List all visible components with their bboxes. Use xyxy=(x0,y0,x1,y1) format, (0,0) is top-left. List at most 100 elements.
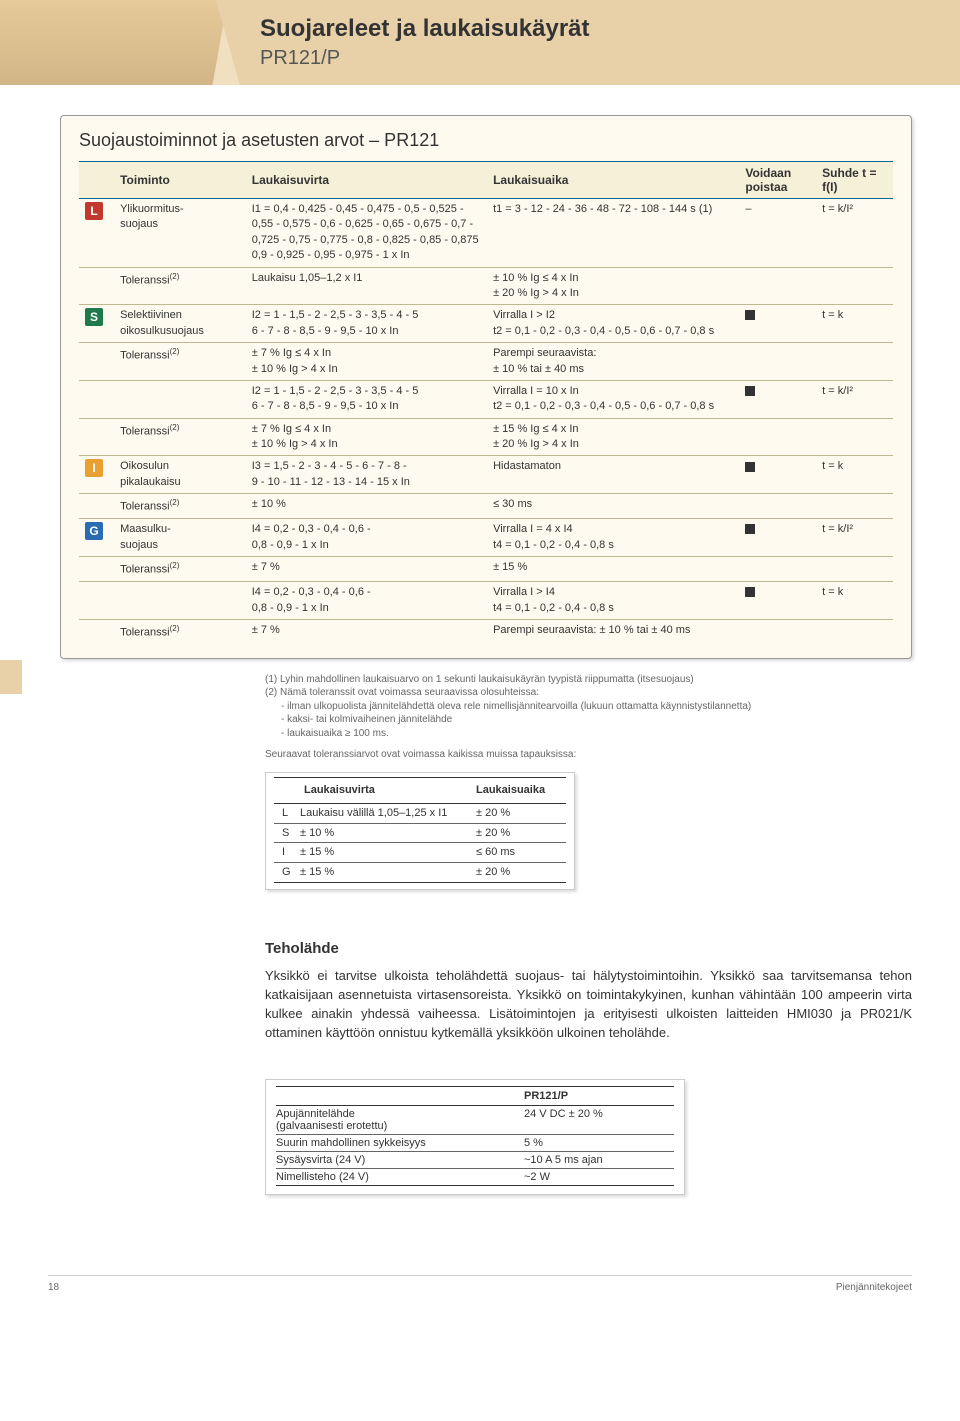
g2-tol-label: Toleranssi(2) xyxy=(114,619,246,644)
s2-suhde: t = k/I² xyxy=(816,380,893,418)
spec-header: PR121/P xyxy=(276,1086,674,1106)
tolerance-mini-table: Laukaisuvirta Laukaisuaika L Laukaisu vä… xyxy=(265,772,575,890)
i-function: Oikosulun pikalaukaisu xyxy=(114,456,246,494)
row-g1: G Maasulku- suojaus I4 = 0,2 - 0,3 - 0,4… xyxy=(79,519,893,557)
row-l-tol: Toleranssi(2) Laukaisu 1,05–1,2 x I1 ± 1… xyxy=(79,267,893,305)
table-header-row: Toiminto Laukaisuvirta Laukaisuaika Void… xyxy=(79,162,893,199)
power-supply-body: Yksikkö ei tarvitse ulkoista teholähdett… xyxy=(265,967,912,1042)
g2-tol-aika: Parempi seuraavista: ± 10 % tai ± 40 ms xyxy=(487,619,739,644)
page-footer: 18 Pienjännitekojeet xyxy=(48,1275,912,1293)
mini-v2: ± 20 % xyxy=(476,806,556,821)
spec-row: Suurin mahdollinen sykkeisyys 5 % xyxy=(276,1135,674,1152)
mini-header: Laukaisuvirta Laukaisuaika xyxy=(274,777,566,804)
g1-suhde: t = k/I² xyxy=(816,519,893,557)
mini-l: S xyxy=(282,826,300,841)
s1-tol-label: Toleranssi(2) xyxy=(114,343,246,381)
square-icon xyxy=(745,386,755,396)
i-tol-label: Toleranssi(2) xyxy=(114,494,246,519)
l-tol-virta: Laukaisu 1,05–1,2 x I1 xyxy=(246,267,487,305)
square-icon xyxy=(745,524,755,534)
note-2b: - kaksi- tai kolmivaiheinen jännitelähde xyxy=(265,713,912,727)
mini-v1: Laukaisu välillä 1,05–1,25 x I1 xyxy=(300,806,476,821)
spec-hdr-label: PR121/P xyxy=(524,1090,674,1102)
s1-function: Selektiivinen oikosulkusuojaus xyxy=(114,305,246,343)
col-laukaisuvirta: Laukaisuvirta xyxy=(246,162,487,199)
l-suhde: t = k/I² xyxy=(816,199,893,268)
s1-tol-aika: Parempi seuraavista: ± 10 % tai ± 40 ms xyxy=(487,343,739,381)
l-icon: L xyxy=(85,202,103,220)
mini-v2: ± 20 % xyxy=(476,826,556,841)
s2-tol-virta: ± 7 % Ig ≤ 4 x In ± 10 % Ig > 4 x In xyxy=(246,418,487,456)
g2-suhde: t = k xyxy=(816,582,893,620)
g2-virta: I4 = 0,2 - 0,3 - 0,4 - 0,6 - 0,8 - 0,9 -… xyxy=(246,582,487,620)
col-suhde: Suhde t = f(I) xyxy=(816,162,893,199)
square-icon xyxy=(745,587,755,597)
spec-l: Nimellisteho (24 V) xyxy=(276,1171,524,1183)
row-s2-tol: Toleranssi(2) ± 7 % Ig ≤ 4 x In ± 10 % I… xyxy=(79,418,893,456)
l-tol-label: Toleranssi(2) xyxy=(114,267,246,305)
row-g2: I4 = 0,2 - 0,3 - 0,4 - 0,6 - 0,8 - 0,9 -… xyxy=(79,582,893,620)
spec-l: Suurin mahdollinen sykkeisyys xyxy=(276,1137,524,1149)
g1-tol-label: Toleranssi(2) xyxy=(114,557,246,582)
row-s2: I2 = 1 - 1,5 - 2 - 2,5 - 3 - 3,5 - 4 - 5… xyxy=(79,380,893,418)
square-icon xyxy=(745,310,755,320)
g2-poistaa xyxy=(739,582,816,620)
mini-v2: ≤ 60 ms xyxy=(476,845,556,860)
footer-label: Pienjännitekojeet xyxy=(836,1282,912,1293)
row-s1: S Selektiivinen oikosulkusuojaus I2 = 1 … xyxy=(79,305,893,343)
spec-v: 24 V DC ± 20 % xyxy=(524,1108,674,1132)
row-g1-tol: Toleranssi(2) ± 7 % ± 15 % xyxy=(79,557,893,582)
note-2c: - laukaisuaika ≥ 100 ms. xyxy=(265,727,912,741)
protection-table: Toiminto Laukaisuvirta Laukaisuaika Void… xyxy=(79,161,893,644)
mini-v1: ± 15 % xyxy=(300,845,476,860)
mini-row: S ± 10 % ± 20 % xyxy=(274,824,566,844)
i-tol-virta: ± 10 % xyxy=(246,494,487,519)
mini-row: I ± 15 % ≤ 60 ms xyxy=(274,843,566,863)
page-number: 18 xyxy=(48,1282,59,1293)
header-accent-image xyxy=(0,0,240,85)
note-2a: - ilman ulkopuolista jännitelähdettä ole… xyxy=(265,700,912,714)
note-1: (1) Lyhin mahdollinen laukaisuarvo on 1 … xyxy=(265,673,912,687)
page-subtitle: PR121/P xyxy=(260,47,930,70)
s2-aika: Virralla I = 10 x In t2 = 0,1 - 0,2 - 0,… xyxy=(487,380,739,418)
i-tol-aika: ≤ 30 ms xyxy=(487,494,739,519)
g1-tol-virta: ± 7 % xyxy=(246,557,487,582)
spec-row: Sysäysvirta (24 V) ~10 A 5 ms ajan xyxy=(276,1152,674,1169)
spec-v: ~10 A 5 ms ajan xyxy=(524,1154,674,1166)
header-bar: Suojareleet ja laukaisukäyrät PR121/P xyxy=(0,0,960,85)
box-title: Suojaustoiminnot ja asetusten arvot – PR… xyxy=(79,130,893,151)
g2-aika: Virralla I > I4 t4 = 0,1 - 0,2 - 0,4 - 0… xyxy=(487,582,739,620)
col-voidaan-poistaa: Voidaan poistaa xyxy=(739,162,816,199)
i-poistaa xyxy=(739,456,816,494)
mini-row: G ± 15 % ± 20 % xyxy=(274,863,566,883)
mini-h1: Laukaisuvirta xyxy=(304,783,476,798)
col-toiminto: Toiminto xyxy=(114,162,246,199)
note-3: Seuraavat toleranssiarvot ovat voimassa … xyxy=(265,748,912,762)
spec-v: ~2 W xyxy=(524,1171,674,1183)
mini-v1: ± 10 % xyxy=(300,826,476,841)
row-l: L Ylikuormitus- suojaus I1 = 0,4 - 0,425… xyxy=(79,199,893,268)
spec-v: 5 % xyxy=(524,1137,674,1149)
row-s1-tol: Toleranssi(2) ± 7 % Ig ≤ 4 x In ± 10 % I… xyxy=(79,343,893,381)
mini-h2: Laukaisuaika xyxy=(476,783,556,798)
l-tol-aika: ± 10 % Ig ≤ 4 x In ± 20 % Ig > 4 x In xyxy=(487,267,739,305)
row-i: I Oikosulun pikalaukaisu I3 = 1,5 - 2 - … xyxy=(79,456,893,494)
g1-tol-aika: ± 15 % xyxy=(487,557,739,582)
s1-aika: Virralla I > I2 t2 = 0,1 - 0,2 - 0,3 - 0… xyxy=(487,305,739,343)
col-laukaisuaika: Laukaisuaika xyxy=(487,162,739,199)
g-icon: G xyxy=(85,522,103,540)
l-function: Ylikuormitus- suojaus xyxy=(114,199,246,268)
mini-v1: ± 15 % xyxy=(300,865,476,880)
mini-row: L Laukaisu välillä 1,05–1,25 x I1 ± 20 % xyxy=(274,804,566,824)
g1-virta: I4 = 0,2 - 0,3 - 0,4 - 0,6 - 0,8 - 0,9 -… xyxy=(246,519,487,557)
i-icon: I xyxy=(85,459,103,477)
g1-function: Maasulku- suojaus xyxy=(114,519,246,557)
g2-tol-virta: ± 7 % xyxy=(246,619,487,644)
s1-tol-virta: ± 7 % Ig ≤ 4 x In ± 10 % Ig > 4 x In xyxy=(246,343,487,381)
l-aika-text: t1 = 3 - 12 - 24 - 36 - 48 - 72 - 108 - … xyxy=(493,203,712,215)
s-icon: S xyxy=(85,308,103,326)
g1-poistaa xyxy=(739,519,816,557)
l-aika: t1 = 3 - 12 - 24 - 36 - 48 - 72 - 108 - … xyxy=(487,199,739,268)
mini-l: L xyxy=(282,806,300,821)
protection-table-box: Suojaustoiminnot ja asetusten arvot – PR… xyxy=(60,115,912,659)
